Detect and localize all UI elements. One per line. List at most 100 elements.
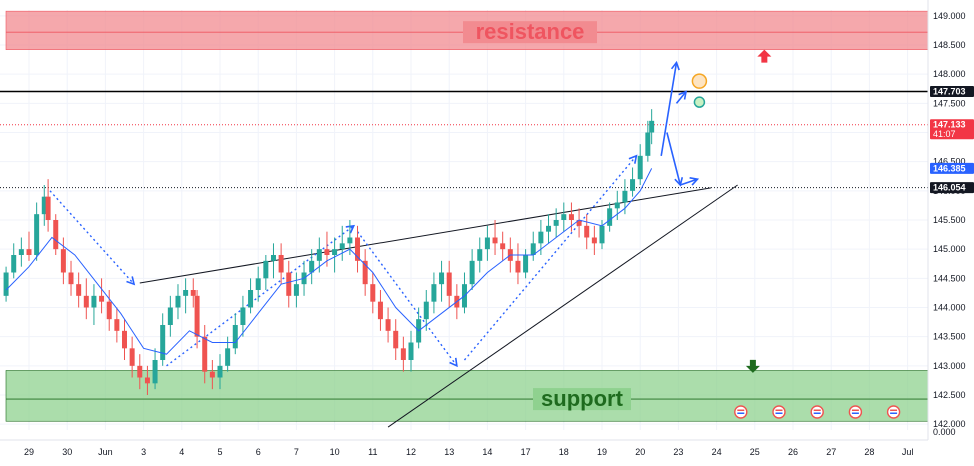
event-flag-icon [734, 405, 748, 419]
candle-body [523, 255, 529, 273]
event-flag-icon [810, 405, 824, 419]
candle-body [129, 348, 135, 366]
last-price-label-bg [930, 119, 974, 140]
candle-body [599, 225, 605, 244]
candle-body [278, 255, 284, 273]
level-147703-label-text: 147.703 [933, 86, 966, 96]
candle-body [400, 348, 406, 360]
candle-body [217, 365, 223, 378]
candle-body [41, 196, 47, 215]
x-tick-label: 20 [635, 447, 645, 457]
x-tick-label: 19 [597, 447, 607, 457]
ma-value-price-label: 146.385 [930, 162, 974, 174]
x-tick-label: 3 [141, 447, 146, 457]
candle-body [167, 307, 173, 325]
candle-body [160, 325, 166, 360]
orange-circle-marker [691, 73, 708, 89]
y-tick-label: 148.500 [933, 40, 966, 50]
support-label-bg [533, 388, 631, 411]
event-flag-icon-ring [734, 405, 748, 419]
candle-body [645, 132, 651, 156]
event-flag-icon-ring [886, 405, 901, 419]
candle-body [584, 225, 590, 238]
x-tick-label: 30 [62, 447, 72, 457]
level-146054-label-bg [930, 182, 974, 194]
blue-arrow-short-head [678, 90, 688, 100]
x-tick-label: 4 [179, 447, 184, 457]
lower-wedge-line [387, 184, 738, 428]
candle-body [439, 272, 445, 285]
event-flag-icon-ring [810, 405, 824, 419]
candle-body [446, 272, 452, 296]
candle-body [83, 295, 89, 308]
candle-body [591, 237, 597, 244]
candle-body [286, 272, 292, 296]
x-tick-label: 24 [712, 447, 722, 457]
last-price-label-subtext: 41:07 [933, 129, 956, 139]
event-flag-icon-stripe [890, 409, 898, 411]
event-flag-icon-ring [848, 405, 863, 419]
candle-body [316, 249, 322, 261]
level-147703-label-bg [930, 85, 974, 97]
red-up-arrow [757, 49, 772, 63]
y-tick-label: 145.500 [933, 215, 966, 225]
candle-body [263, 260, 269, 279]
candle-body [152, 360, 158, 384]
x-tick-label: 12 [406, 447, 416, 457]
dotted-path-4-head [628, 154, 638, 164]
x-tick-label: 18 [559, 447, 569, 457]
candle-body [553, 220, 559, 226]
x-tick-label: 10 [330, 447, 340, 457]
candle-body [190, 290, 196, 296]
dotted-path-2-head [345, 224, 356, 234]
candle-body [183, 290, 189, 296]
candle-body [469, 260, 475, 285]
y-tick-label: 144.500 [933, 273, 966, 283]
event-flag-icon-stripe [737, 409, 745, 411]
candle-body [347, 237, 353, 244]
blue-arrow-short [675, 91, 687, 104]
level-146054-label-text: 146.054 [933, 183, 966, 193]
y-tick-label: 145.000 [933, 244, 966, 254]
y-tick-label: 149.000 [933, 11, 966, 21]
y-tick-label: 144.000 [933, 303, 966, 313]
support-rect [5, 370, 929, 422]
last-price-label-text: 147.133 [933, 120, 966, 130]
event-flag-icon-stripe [813, 412, 821, 414]
green-down-arrow [745, 359, 760, 373]
candle-body [194, 295, 200, 337]
level-146054-price-label: 146.054 [930, 182, 974, 194]
candle-body [270, 255, 276, 261]
candle-body [355, 237, 361, 261]
candle-body [76, 284, 82, 296]
candle-body [546, 225, 552, 232]
event-flag-icon-stripe [775, 409, 783, 411]
candle-body [362, 260, 368, 285]
candle-body [561, 214, 567, 220]
candle-body [232, 325, 238, 349]
candle-body [377, 301, 383, 320]
resistance-label: resistance [476, 19, 585, 44]
green-circle-marker [693, 96, 706, 108]
candle-body [240, 307, 246, 325]
candle-body [99, 295, 105, 302]
blue-arrow-right-head [689, 177, 700, 186]
y-tick-label: 143.500 [933, 332, 966, 342]
x-tick-label: 27 [826, 447, 836, 457]
y-tick-label: 146.500 [933, 157, 966, 167]
candle-body [500, 243, 506, 250]
candle-body [106, 301, 112, 320]
moving-average-line [5, 168, 653, 355]
candle-body [202, 336, 208, 372]
price-axis-panel [928, 0, 974, 466]
x-tick-label: 29 [24, 447, 34, 457]
candle-body [423, 301, 429, 320]
candle-body [225, 348, 231, 366]
blue-arrow-up [660, 62, 678, 156]
candle-body [408, 342, 414, 360]
x-tick-label: 17 [521, 447, 531, 457]
x-tick-label: Jun [98, 447, 113, 457]
